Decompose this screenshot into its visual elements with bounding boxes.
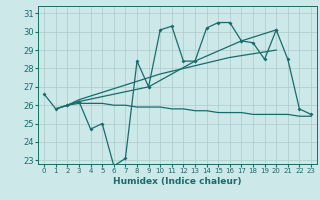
X-axis label: Humidex (Indice chaleur): Humidex (Indice chaleur) <box>113 177 242 186</box>
